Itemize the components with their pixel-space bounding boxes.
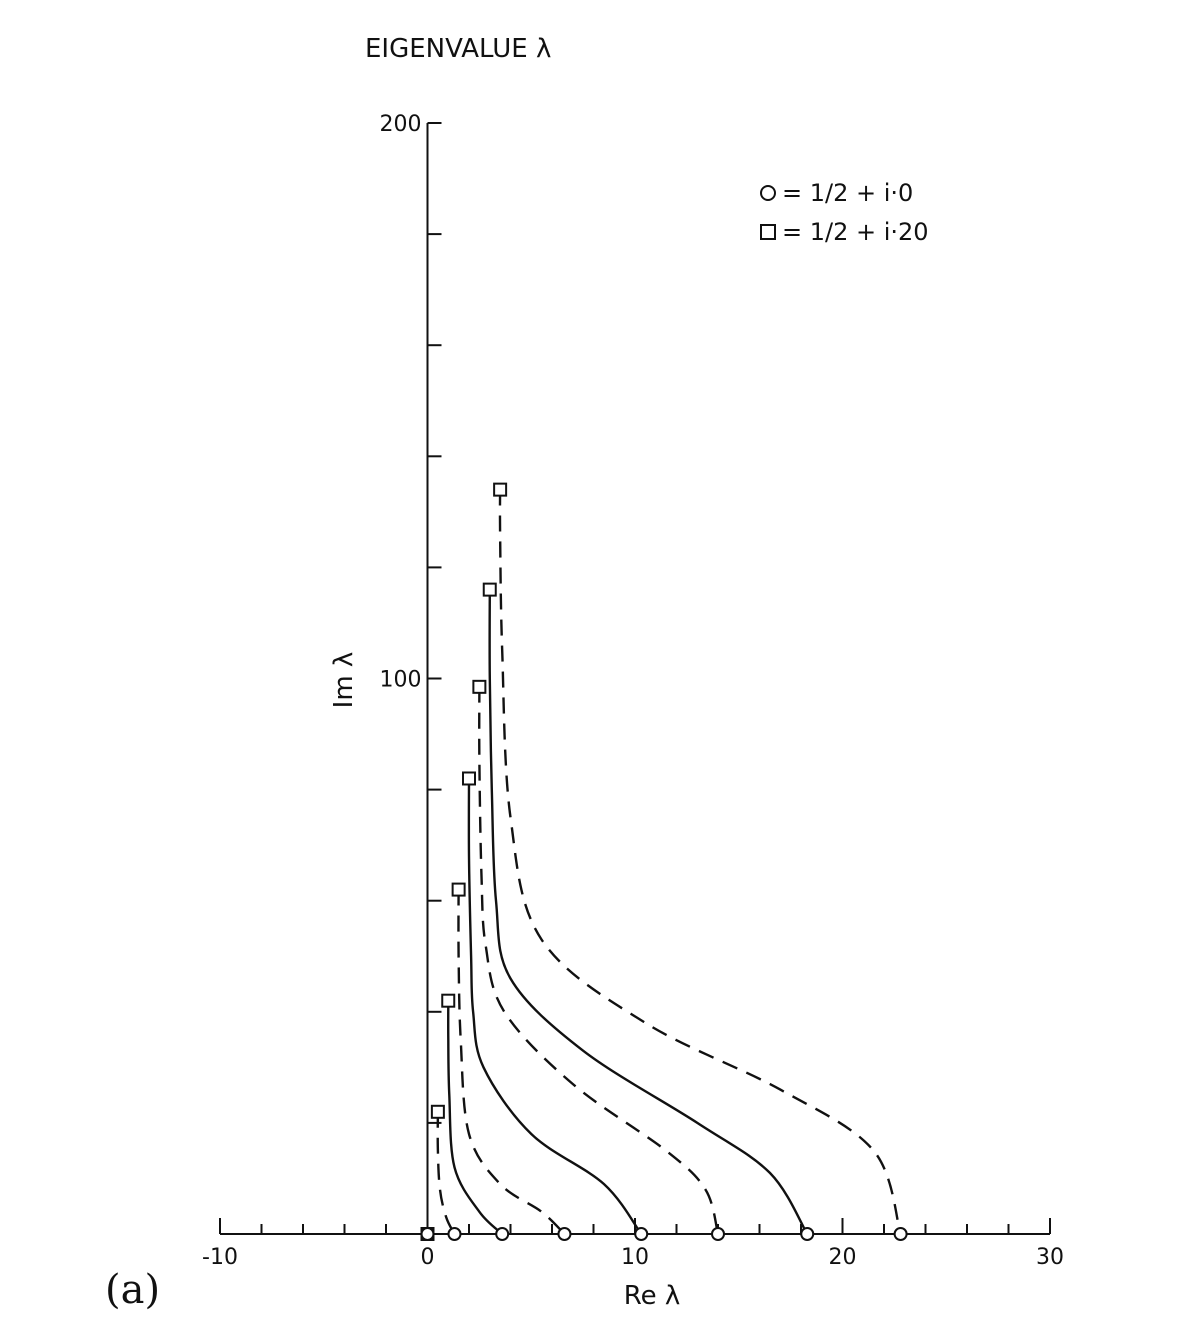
series-line-2 <box>447 1000 504 1235</box>
x-tick-label: 10 <box>621 1245 649 1270</box>
series-line-7 <box>498 489 902 1235</box>
circle-marker <box>495 1227 510 1241</box>
square-marker <box>441 993 456 1008</box>
axes: -10 0 10 20 30 100 200 <box>202 112 1064 1270</box>
series-line-4 <box>467 778 643 1235</box>
legend: = 1/2 + i·0 = 1/2 + i·20 <box>760 179 929 246</box>
chart-title: EIGENVALUE λ <box>365 34 551 64</box>
y-tick-label: 100 <box>380 668 422 693</box>
circle-marker <box>893 1227 908 1241</box>
circle-marker <box>800 1227 815 1241</box>
legend-entry-square: = 1/2 + i·20 <box>782 218 929 246</box>
circle-marker <box>634 1227 649 1241</box>
circle-marker <box>557 1227 572 1241</box>
x-tick-label: 20 <box>829 1245 857 1270</box>
markers <box>420 482 908 1241</box>
square-marker <box>493 482 508 497</box>
series-line-3 <box>457 889 566 1235</box>
circle-marker <box>447 1227 462 1241</box>
legend-square-icon <box>760 224 776 240</box>
x-axis-label: Re λ <box>624 1281 681 1311</box>
square-marker <box>482 582 497 597</box>
square-marker <box>451 882 466 897</box>
circle-marker <box>711 1227 725 1241</box>
series-line-5 <box>478 686 720 1235</box>
square-marker <box>430 1104 445 1119</box>
circle-marker <box>420 1227 435 1241</box>
x-tick-label: 30 <box>1036 1245 1064 1270</box>
legend-circle-icon <box>760 185 776 201</box>
square-marker <box>462 771 476 786</box>
panel-label: (a) <box>105 1267 160 1313</box>
y-tick-label: 200 <box>380 112 422 137</box>
series-line-6 <box>488 589 809 1235</box>
legend-entry-circle: = 1/2 + i·0 <box>782 179 913 207</box>
x-tick-label: 0 <box>421 1245 435 1270</box>
curves <box>436 489 902 1235</box>
series-line-1 <box>436 1111 456 1235</box>
x-tick-label: -10 <box>202 1245 238 1270</box>
y-axis-label: Im λ <box>329 652 359 709</box>
square-marker <box>472 679 487 694</box>
